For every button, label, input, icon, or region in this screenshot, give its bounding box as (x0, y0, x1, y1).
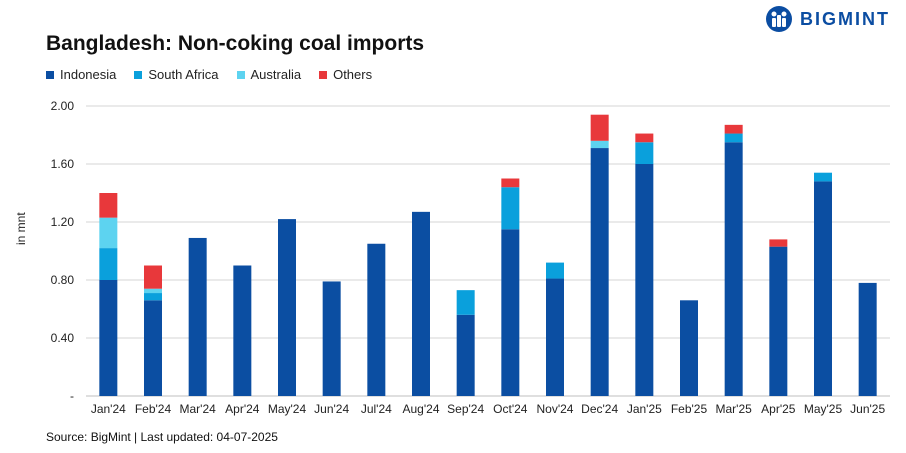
bar-segment (724, 142, 743, 396)
y-tick-label: 0.40 (51, 331, 75, 345)
legend-swatch (236, 70, 245, 79)
bar-segment (99, 217, 118, 249)
x-tick-label: Jul'24 (361, 402, 392, 416)
bar-segment (635, 133, 654, 143)
bar-segment (635, 142, 654, 164)
x-tick-label: Aug'24 (403, 402, 440, 416)
bigmint-logo-icon (766, 6, 792, 32)
bar-segment (501, 229, 520, 396)
legend-item: Others (319, 67, 372, 82)
y-tick-label: 2.00 (51, 99, 75, 113)
bar-segment (590, 114, 609, 141)
legend-label: Others (333, 67, 373, 82)
source-note: Source: BigMint | Last updated: 04-07-20… (46, 430, 278, 444)
y-tick-label: 1.20 (51, 215, 75, 229)
x-tick-label: Jun'25 (850, 402, 885, 416)
bar-segment (769, 246, 788, 396)
x-tick-label: Oct'24 (493, 402, 528, 416)
y-tick-label: 1.60 (51, 157, 75, 171)
bar-segment (590, 148, 609, 396)
bar-segment (278, 219, 296, 396)
legend-swatch (134, 70, 143, 79)
bar-segment (144, 293, 162, 301)
legend-item: Australia (236, 67, 302, 82)
bar-segment (99, 193, 118, 218)
x-tick-label: Feb'24 (135, 402, 172, 416)
bigmint-logo: BIGMINT (764, 4, 890, 34)
x-tick-label: Mar'25 (716, 402, 753, 416)
x-tick-label: Jun'24 (314, 402, 349, 416)
bar-segment (144, 300, 162, 396)
bar-segment (144, 265, 162, 289)
legend-label: Indonesia (60, 67, 117, 82)
bar-segment (501, 187, 520, 230)
bar-segment (501, 178, 520, 188)
legend-item: Indonesia (46, 67, 116, 82)
y-tick-label: 0.80 (51, 273, 75, 287)
bar-segment (546, 278, 564, 396)
bar-segment (233, 265, 252, 396)
bar-segment (769, 239, 788, 247)
x-tick-label: Apr'25 (761, 402, 796, 416)
chart-title: Bangladesh: Non-coking coal imports (46, 32, 425, 55)
x-tick-label: May'25 (804, 402, 843, 416)
bar-segment (724, 133, 743, 143)
legend-label: South Africa (148, 67, 219, 82)
x-tick-label: Feb'25 (671, 402, 708, 416)
bar-segment (590, 140, 609, 149)
x-tick-label: Dec'24 (581, 402, 618, 416)
bar-segment (858, 282, 877, 396)
legend-swatch (46, 70, 54, 79)
legend-label: Australia (250, 67, 302, 82)
x-tick-label: Apr'24 (225, 402, 260, 416)
bar-segment (367, 243, 386, 396)
chart-legend: Indonesia South Africa Australia Others (46, 67, 372, 82)
bar-segment (144, 288, 162, 294)
bar-segment (814, 172, 832, 182)
bar-segment (456, 290, 475, 315)
x-tick-label: Jan'25 (627, 402, 662, 416)
x-tick-label: Jan'24 (91, 402, 126, 416)
x-tick-label: Nov'24 (537, 402, 574, 416)
bar-segment (680, 300, 698, 396)
bigmint-logo-text: BIGMINT (800, 8, 890, 29)
bar-segment (412, 211, 430, 396)
bar-segment (724, 124, 743, 134)
x-tick-label: Mar'24 (180, 402, 217, 416)
bar-segment (322, 281, 341, 396)
y-tick-label: - (70, 389, 74, 403)
bar-segment (188, 237, 207, 396)
bar-segment (635, 164, 654, 396)
bar-segment (814, 181, 832, 396)
x-tick-label: Sep'24 (447, 402, 484, 416)
bar-segment (546, 262, 564, 279)
bar-segment (456, 314, 475, 396)
legend-item: South Africa (134, 67, 219, 82)
legend-swatch (319, 70, 328, 79)
bar-segment (99, 248, 118, 280)
bar-segment (99, 280, 118, 396)
x-tick-label: May'24 (268, 402, 307, 416)
